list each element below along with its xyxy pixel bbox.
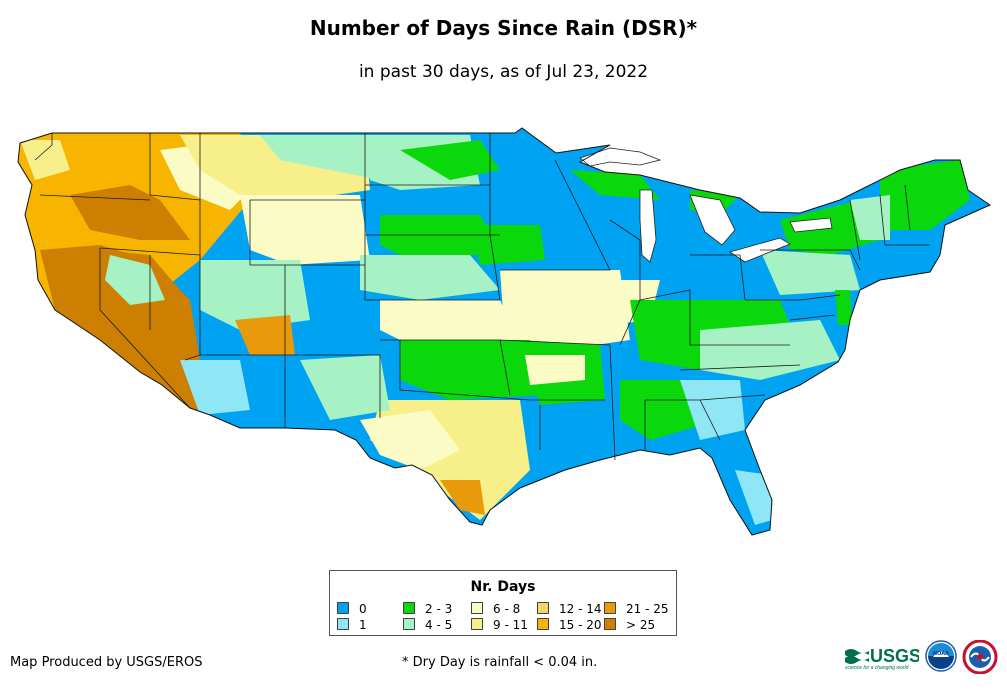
legend-label-5: 9 - 11 [493,618,528,632]
region-mt-mint [260,135,380,180]
legend-swatch-6 [537,602,549,614]
legend-item-4: 6 - 8 [471,602,520,616]
legend-label-9: > 25 [626,618,656,632]
legend-swatch-1 [337,618,349,630]
legend-label-6: 12 - 14 [559,602,602,616]
region-ne-mint [360,255,500,300]
legend-item-2: 2 - 3 [403,602,452,616]
legend: Nr. Days 0 1 2 - 3 4 - 5 6 - 8 9 - 11 12… [329,570,677,636]
region-wy-yellow [240,195,370,265]
legend-swatch-8 [604,602,616,614]
noaa-logo-text: NOAA [933,651,949,657]
lake-ontario [789,217,833,233]
noaa-logo: NOAA [925,640,957,672]
legend-item-8: 21 - 25 [604,602,669,616]
region-nj-green [835,290,852,325]
region-az-mint [180,360,250,415]
region-ks-mint [380,300,520,350]
region-ut-orange [235,315,295,355]
region-mo-pale [500,270,630,350]
map-credit: Map Produced by USGS/EROS [10,655,203,670]
legend-label-3: 4 - 5 [425,618,453,632]
lake-huron [689,194,736,246]
region-nd-green [400,140,500,180]
legend-swatch-2 [403,602,415,614]
region-pa-mint [760,250,860,295]
legend-title: Nr. Days [470,579,536,595]
dry-day-footnote: * Dry Day is rainfall < 0.04 in. [402,655,598,670]
legend-swatch-4 [471,602,483,614]
legend-swatch-7 [537,618,549,630]
conus-outline [17,127,992,536]
legend-label-2: 2 - 3 [425,602,453,616]
region-nm-mint [300,355,390,420]
dsr-regions [18,130,970,525]
legend-swatch-9 [604,618,616,630]
region-wi-green [570,170,660,200]
legend-label-0: 0 [359,602,367,616]
legend-label-7: 15 - 20 [559,618,602,632]
legend-item-9: > 25 [604,618,655,632]
legend-item-6: 12 - 14 [537,602,602,616]
usgs-logo-text: USGS [870,646,919,666]
region-sd-green [380,215,500,265]
state-boundaries [34,133,930,461]
region-tx-orange [440,480,485,515]
region-ga-mint [680,380,745,440]
legend-swatch-3 [403,618,415,630]
legend-label-1: 1 [359,618,367,632]
region-co-mint [200,260,310,330]
region-ok-green [400,340,545,400]
map-subtitle: in past 30 days, as of Jul 23, 2022 [358,62,649,82]
lake-superior [579,147,662,167]
legend-label-8: 21 - 25 [626,602,669,616]
region-vt-mint [850,195,890,240]
usgs-logo: USGS science for a changing world [845,646,919,671]
legend-item-1: 1 [337,618,367,632]
region-fl-mint [735,470,772,525]
region-wa-yellow [20,140,70,180]
region-or-brown [70,185,190,240]
map-title: Number of Days Since Rain (DSR)* [309,16,698,40]
lake-michigan [639,189,657,263]
legend-item-3: 4 - 5 [403,618,452,632]
legend-swatch-0 [337,602,349,614]
usgs-tagline: science for a changing world [845,665,909,671]
region-mid-mint [700,320,840,380]
region-tx-pale [360,410,460,470]
legend-item-5: 9 - 11 [471,618,528,632]
nws-logo [962,640,998,674]
legend-label-4: 6 - 8 [493,602,521,616]
legend-item-7: 15 - 20 [537,618,602,632]
region-ia-green [470,225,545,265]
legend-swatch-5 [471,618,483,630]
region-ne-green [880,160,970,230]
dsr-map [17,127,992,536]
region-ar-pale [525,355,585,385]
legend-item-0: 0 [337,602,367,616]
